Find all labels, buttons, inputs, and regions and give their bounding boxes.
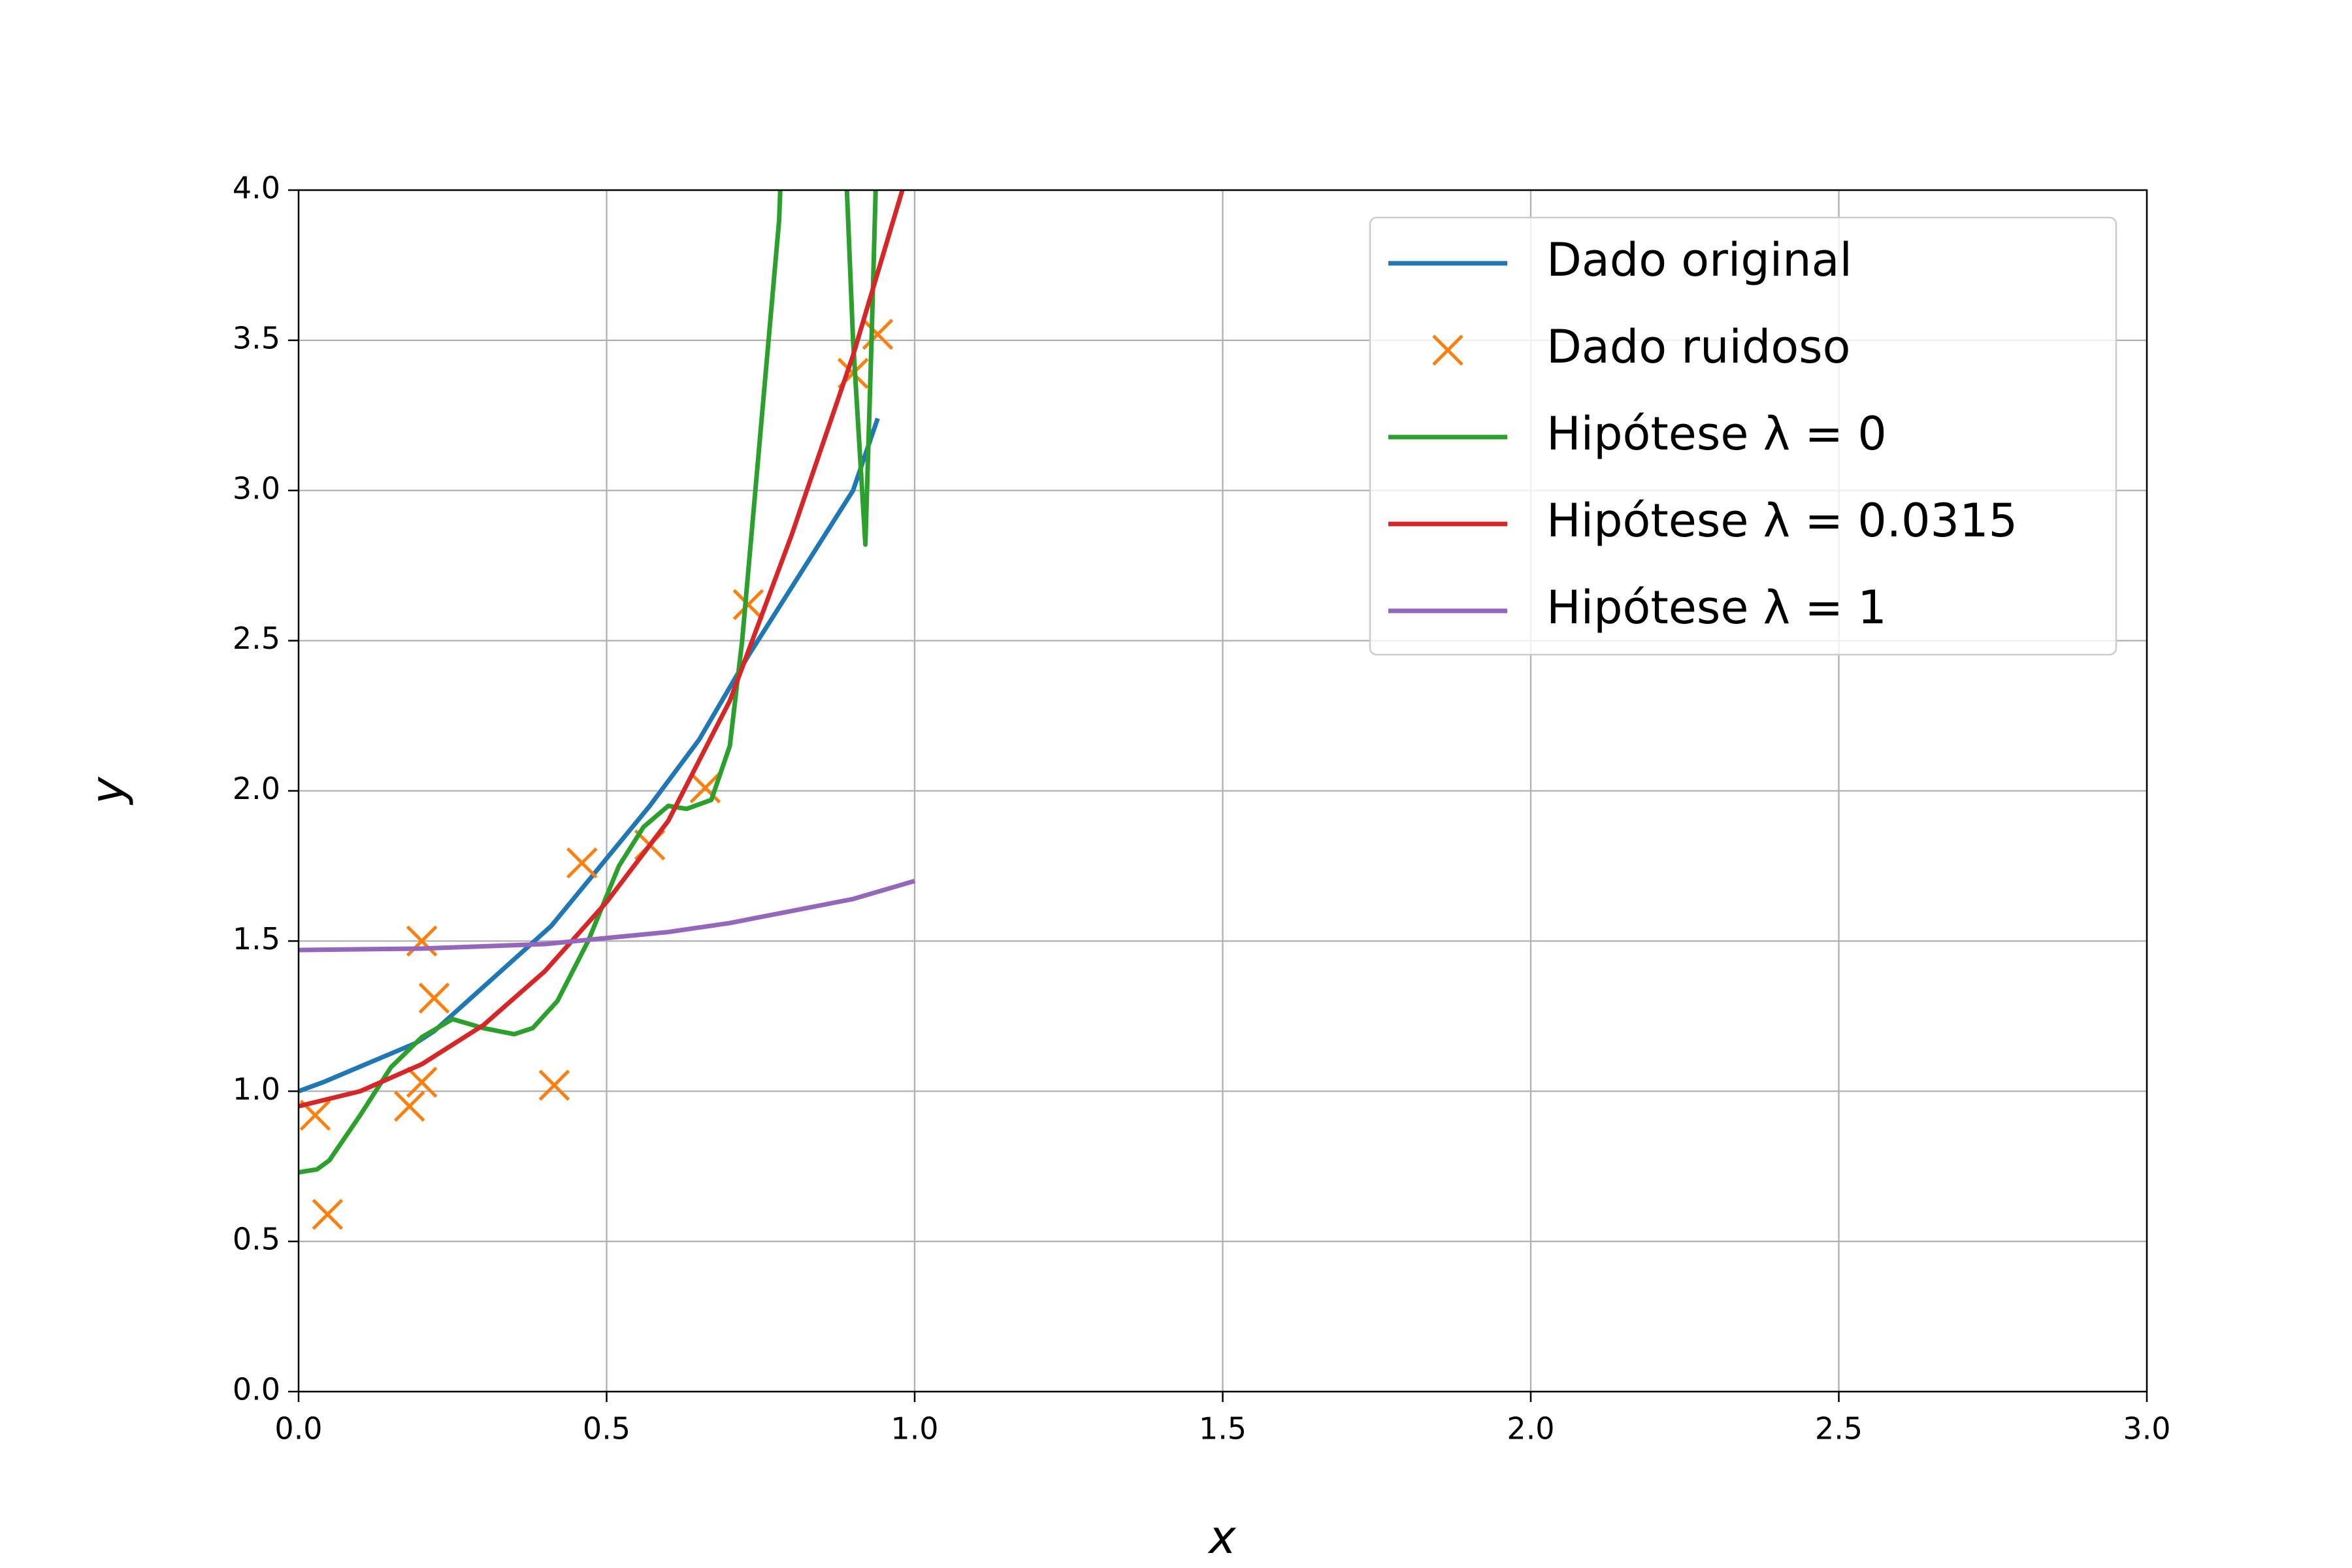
series-line bbox=[299, 190, 878, 1175]
marker bbox=[862, 318, 894, 350]
marker bbox=[418, 982, 450, 1014]
y-tick-label: 0.5 bbox=[233, 1222, 280, 1257]
y-tick-label: 1.0 bbox=[233, 1071, 280, 1107]
y-tick-label: 0.0 bbox=[233, 1372, 280, 1407]
marker bbox=[312, 1198, 344, 1230]
legend-swatch bbox=[1432, 335, 1463, 366]
marker bbox=[732, 589, 764, 621]
series-line bbox=[299, 879, 915, 953]
marker bbox=[406, 1066, 438, 1098]
marker bbox=[689, 772, 721, 804]
legend-label: Hipótese λ = 0.0315 bbox=[1546, 494, 2017, 547]
legend-label: Hipótese λ = 0 bbox=[1546, 407, 1887, 461]
y-tick-label: 3.0 bbox=[233, 470, 280, 506]
x-tick-label: 1.5 bbox=[1199, 1411, 1247, 1446]
x-tick-label: 2.0 bbox=[1507, 1411, 1554, 1446]
x-tick-label: 3.0 bbox=[2123, 1411, 2170, 1446]
legend-label: Dado ruidoso bbox=[1546, 320, 1850, 374]
y-tick-label: 4.0 bbox=[233, 171, 280, 206]
marker bbox=[538, 1070, 570, 1101]
series-line bbox=[299, 190, 905, 1109]
legend: Dado original Dado ruidoso Hipótese λ = 0 H… bbox=[1369, 216, 2117, 656]
y-tick-label: 3.5 bbox=[233, 320, 280, 355]
x-tick-label: 0.0 bbox=[274, 1411, 322, 1446]
x-tick-label: 1.0 bbox=[890, 1411, 938, 1446]
legend-label: Hipótese λ = 1 bbox=[1546, 581, 1887, 634]
x-tick-label: 0.5 bbox=[583, 1411, 630, 1446]
y-axis-label: y bbox=[81, 776, 135, 806]
ticks: 0.0 0.5 1.0 1.5 2.0 2.5 3.0 0.0 0.5 1.0 1.5 2.0 2.5 3… bbox=[233, 171, 2171, 1446]
y-tick-label: 1.5 bbox=[233, 921, 280, 956]
x-axis-label: x bbox=[1207, 1511, 1236, 1564]
legend-label: Dado original bbox=[1546, 233, 1852, 287]
y-tick-label: 2.5 bbox=[233, 621, 280, 656]
plot-area bbox=[299, 190, 915, 1230]
x-tick-label: 2.5 bbox=[1815, 1411, 1863, 1446]
y-tick-label: 2.0 bbox=[233, 771, 280, 806]
series-line bbox=[299, 417, 880, 1094]
marker bbox=[566, 847, 598, 879]
legend-box bbox=[1369, 216, 2117, 656]
marker bbox=[393, 1090, 425, 1122]
